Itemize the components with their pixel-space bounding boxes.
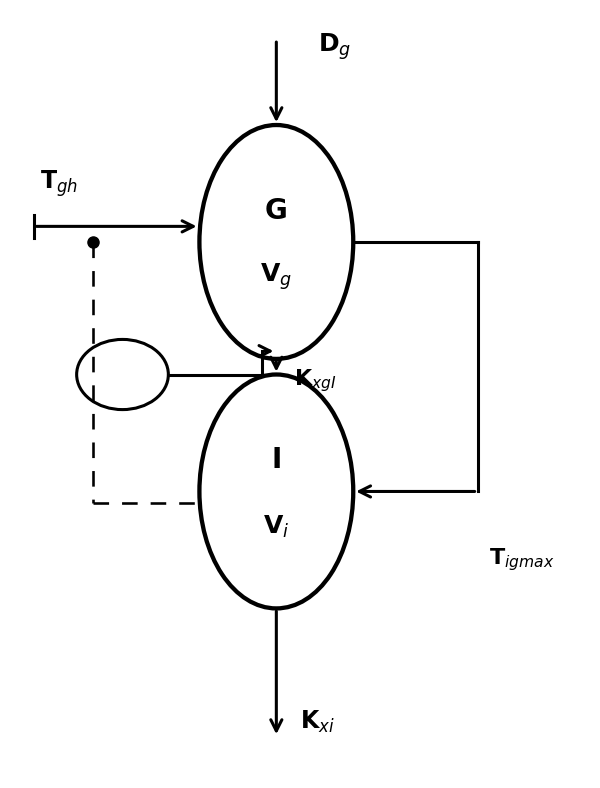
- Text: I: I: [271, 446, 281, 474]
- Text: V$_g$: V$_g$: [260, 262, 292, 292]
- Text: K$_{xi}$: K$_{xi}$: [300, 708, 335, 734]
- Text: K$_{xgI}$: K$_{xgI}$: [294, 366, 337, 393]
- Text: G: G: [265, 197, 288, 225]
- Text: D$_g$: D$_g$: [318, 32, 351, 62]
- Text: V$_i$: V$_i$: [263, 514, 290, 540]
- Text: T$_{igmax}$: T$_{igmax}$: [490, 546, 555, 573]
- Text: T$_{gh}$: T$_{gh}$: [40, 169, 78, 199]
